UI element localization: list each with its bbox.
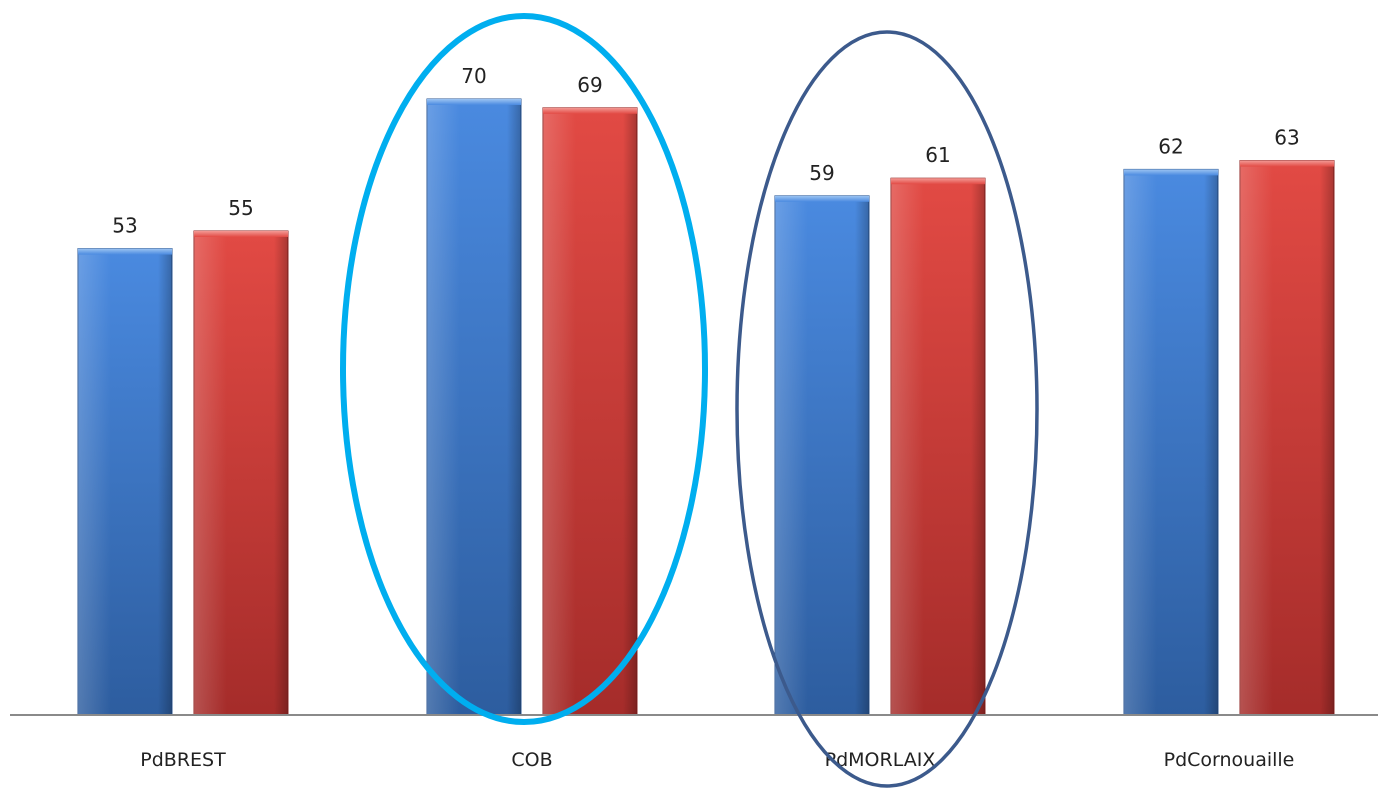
value-label: 62	[1158, 134, 1183, 158]
value-labels: 53 55 70 69 59 61 62 63	[112, 64, 1299, 238]
category-label: PdBREST	[140, 749, 226, 771]
value-label: 61	[925, 143, 950, 167]
highlight-ellipse-cob	[340, 13, 708, 725]
bar-shading	[891, 178, 985, 715]
bar-shading	[78, 248, 172, 715]
bar-shading	[1240, 160, 1334, 716]
bars-layer	[77, 98, 1335, 716]
bar-shading	[775, 195, 869, 716]
highlight-ellipses	[340, 13, 1039, 788]
bar-cap	[1240, 160, 1334, 167]
bar-cap	[427, 99, 521, 105]
category-label: COB	[511, 749, 552, 771]
category-label: PdCornouaille	[1164, 749, 1295, 771]
bar-cap	[1124, 169, 1218, 176]
bar-cap	[194, 231, 288, 237]
value-label: 69	[577, 73, 602, 97]
bar-shading	[427, 99, 521, 715]
bar-cap	[78, 248, 172, 255]
value-label: 63	[1274, 126, 1299, 150]
highlight-ellipse-pdmorlaix	[735, 30, 1039, 788]
bar-shading	[194, 231, 288, 715]
category-label: PdMORLAIX	[825, 749, 936, 771]
category-labels: PdBREST COB PdMORLAIX PdCornouaille	[140, 749, 1294, 771]
value-label: 59	[809, 161, 834, 185]
value-label: 53	[112, 214, 137, 238]
value-label: 70	[461, 64, 486, 88]
bar-shading	[1124, 169, 1218, 715]
bar-cap	[775, 195, 869, 202]
bar-shading	[543, 107, 637, 716]
value-label: 55	[228, 196, 253, 220]
bar-cap	[543, 107, 637, 114]
bar-cap	[891, 178, 985, 185]
